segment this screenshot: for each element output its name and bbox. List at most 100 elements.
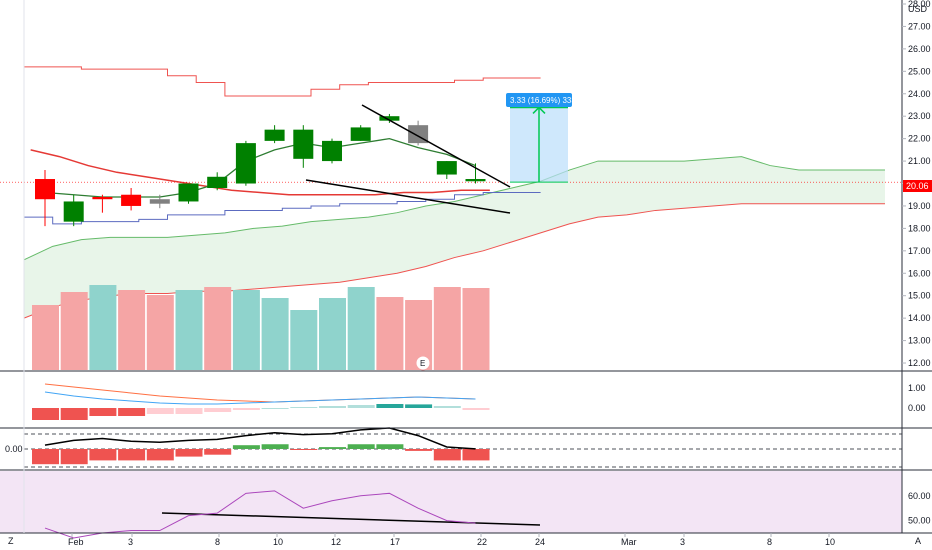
volume-bar: [261, 298, 289, 370]
earnings-text: E: [420, 359, 425, 368]
time-tick-label: 10: [273, 537, 283, 547]
volume-bar: [232, 290, 260, 370]
osc-hist-bar: [175, 449, 203, 457]
macd-hist-bar: [376, 404, 404, 408]
price-tick-label: 13.00: [908, 336, 931, 346]
corner-left-label[interactable]: Z: [8, 536, 14, 546]
ichimoku-cloud: [23, 156, 885, 319]
osc-tick-label: 0.00: [5, 444, 23, 454]
time-tick-label: 8: [767, 537, 772, 547]
candle-body: [322, 140, 342, 162]
osc-hist-bar: [462, 449, 490, 461]
measure-label[interactable]: 3.33 (16.69%) 333: [506, 93, 576, 107]
candle-body: [235, 143, 256, 184]
volume-bar: [146, 295, 174, 370]
time-tick-label: 3: [128, 537, 133, 547]
macd-hist-bar: [204, 408, 232, 412]
trendline-rsi: [161, 512, 541, 526]
trendline-upper: [361, 104, 511, 188]
cloud-top-line: [23, 156, 885, 261]
osc-hist-bar: [376, 444, 404, 449]
osc-hist-bar: [261, 444, 289, 449]
volume-bar: [347, 287, 375, 370]
osc-hist-bar: [118, 449, 146, 461]
rsi-background: [0, 471, 902, 533]
macd-hist-bar: [319, 406, 346, 408]
volume-bar: [89, 285, 117, 370]
osc-hist-bar: [433, 449, 461, 461]
corner-right-label[interactable]: A: [915, 536, 921, 546]
candle-body: [35, 179, 55, 200]
macd-line: [44, 391, 476, 405]
measure-tool[interactable]: [510, 106, 568, 183]
price-tick-label: 14.00: [908, 313, 931, 323]
trendline-drawings: [161, 104, 541, 526]
candle-body: [350, 127, 371, 141]
volume-bar: [118, 290, 146, 370]
macd-hist-bar: [32, 408, 59, 420]
candle-body: [149, 199, 170, 204]
rsi-tick-label: 50.00: [908, 516, 931, 526]
measure-label-text: 3.33 (16.69%) 333: [510, 96, 576, 105]
price-tick-label: 28.00: [908, 0, 931, 9]
macd-tick-label: 0.00: [908, 403, 926, 413]
volume-bar: [319, 298, 346, 370]
volume-bar: [290, 310, 318, 370]
volume-bar: [462, 288, 490, 370]
price-panel: [0, 471, 902, 533]
candle-body: [63, 201, 84, 222]
macd-hist-bar: [89, 408, 117, 416]
candle-body: [436, 161, 457, 175]
trendline-lower: [305, 179, 511, 214]
macd-hist-bar: [232, 408, 260, 410]
volume-bar: [175, 290, 203, 370]
price-tick-label: 22.00: [908, 134, 931, 144]
last-price-text: 20.06: [906, 181, 929, 191]
price-tick-label: 12.00: [908, 358, 931, 368]
time-tick-label: 22: [477, 537, 487, 547]
time-tick-label: 8: [215, 537, 220, 547]
macd-hist-bar: [405, 404, 433, 408]
price-tick-label: 23.00: [908, 111, 931, 121]
macd-hist-bar: [146, 408, 174, 414]
osc-hist-bar: [347, 444, 375, 449]
rsi-panel: 60.00 50.00: [44, 490, 931, 539]
time-axis[interactable]: Feb 3 8 10 12 17 22 24 Mar 3 8 10: [68, 533, 835, 547]
earnings-circle: [415, 355, 431, 371]
osc-hist-bar: [290, 449, 318, 450]
macd-hist-bar: [433, 406, 461, 408]
macd-hist-bar: [175, 408, 203, 414]
candle-body: [92, 196, 113, 200]
currency-label: USD: [908, 4, 928, 14]
cloud-bottom-line: [23, 203, 885, 319]
candle-body: [465, 179, 486, 182]
candle-body: [379, 116, 400, 121]
rsi-line: [44, 490, 476, 539]
candle-body: [293, 129, 314, 159]
osc-hist-bar: [232, 445, 260, 449]
macd-panel: 1.00 0.00: [32, 383, 926, 420]
time-tick-label: Feb: [68, 537, 84, 547]
macd-hist-bar: [261, 408, 289, 409]
candle-body: [207, 176, 228, 188]
price-tick-label: 26.00: [908, 44, 931, 54]
volume-bar: [433, 287, 461, 370]
upper-band-line: [24, 66, 541, 97]
last-price-tag: 20.06: [903, 180, 932, 192]
price-tick-label: 18.00: [908, 223, 931, 233]
candle-body: [121, 194, 142, 206]
last-price-badge: [903, 180, 932, 192]
macd-tick-label: 1.00: [908, 383, 926, 393]
candlesticks: [35, 113, 486, 227]
osc-hist-bar: [319, 447, 346, 449]
measure-label-box: [506, 93, 572, 107]
price-axis[interactable]: 12.00 13.00 14.00 15.00 16.00 17.00 18.00 19.00…: [902, 0, 931, 368]
time-tick-label: 17: [390, 537, 400, 547]
rsi-tick-label: 60.00: [908, 491, 931, 501]
osc-hist-bar: [405, 449, 433, 451]
indicator-lines: [0, 66, 902, 225]
earnings-marker[interactable]: E: [415, 355, 431, 371]
volume-bars: [32, 285, 490, 370]
volume-bar: [60, 292, 88, 370]
